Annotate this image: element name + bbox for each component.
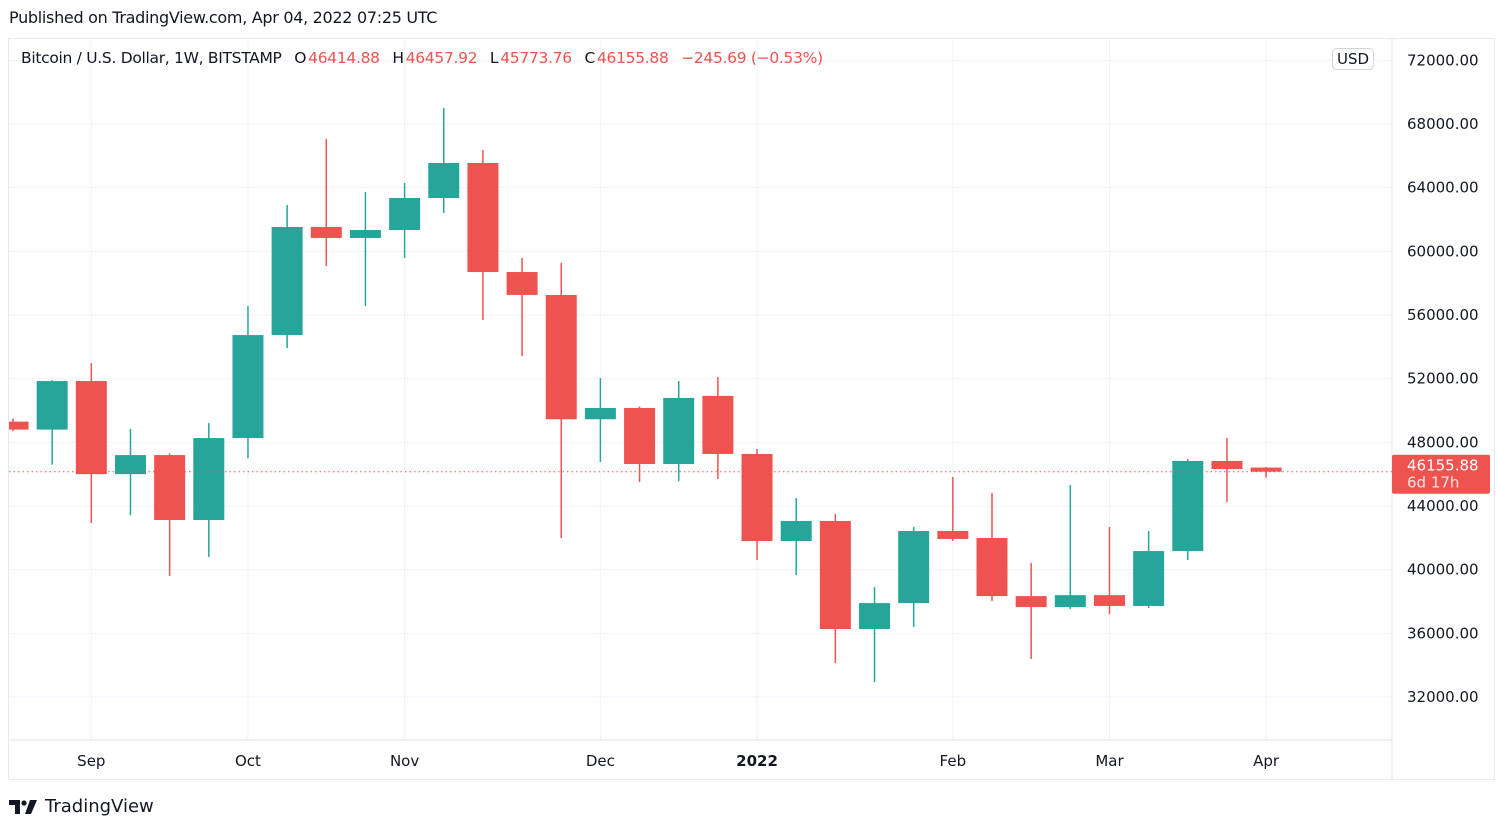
candle-body-up [1172,460,1204,552]
candle-body-down [741,453,773,542]
price-axis[interactable]: 72000.00 68000.00 64000.00 60000.00 56000.00… [1407,51,1479,706]
published-caption: Published on TradingView.com, Apr 04, 20… [9,8,438,27]
price-tick-label: 40000.00 [1407,561,1479,579]
grid-lines [9,38,1392,740]
candle-body-down [506,272,538,295]
tradingview-logo-icon [9,799,37,814]
change-value: −245.69 (−0.53%) [681,49,823,67]
candle-body-up [1133,551,1165,606]
time-tick-label: Dec [586,752,615,770]
time-tick-label: Apr [1253,752,1280,770]
time-tick-label: Sep [77,752,105,770]
candle-body-up [898,530,930,604]
candle-body-up [349,230,381,238]
close-value: 46155.88 [596,49,669,67]
candle-body-down [154,455,186,521]
candle-body-up [232,335,264,439]
high-value: 46457.92 [405,49,478,67]
candle-body-down [702,395,734,454]
price-tick-label: 72000.00 [1407,51,1479,69]
candle-body-down [1211,460,1243,470]
candle-body-down [937,530,969,539]
close-label: C [584,49,595,67]
time-tick-label: Nov [390,752,419,770]
candle-body-up [1054,595,1086,608]
time-tick-label: Mar [1095,752,1124,770]
candle-body-up [271,226,303,336]
price-tick-label: 56000.00 [1407,306,1479,324]
currency-button[interactable]: USD [1332,48,1375,70]
candle-body-down [467,162,499,273]
candle-body-down [1250,467,1282,472]
candle-body-up [859,603,891,630]
candle-body-down [1093,595,1125,606]
chart-frame [8,38,1495,780]
candle-body-up [389,198,421,231]
price-tick-label: 32000.00 [1407,688,1479,706]
candle-body-down [1015,596,1047,608]
last-price-badge [1392,454,1490,494]
price-tick-label: 60000.00 [1407,242,1479,260]
price-tick-label: 36000.00 [1407,624,1479,642]
time-tick-label: Feb [940,752,967,770]
candle-body-up [584,407,616,420]
price-tick-label: 52000.00 [1407,370,1479,388]
ohlc-legend: Bitcoin / U.S. Dollar, 1W, BITSTAMP O 464… [21,49,825,67]
low-label: L [489,49,499,67]
candles [9,108,1282,683]
candle-body-down [545,294,577,420]
candle-body-down [819,520,851,630]
candle-body-down [976,538,1008,597]
time-axis[interactable]: Sep Oct Nov Dec 2022 Feb Mar Apr [77,752,1280,770]
candle-body-up [36,381,68,430]
high-label: H [392,49,404,67]
symbol-title: Bitcoin / U.S. Dollar, 1W, BITSTAMP [21,49,282,67]
open-label: O [294,49,307,67]
candle-body-up [114,455,146,475]
price-tick-label: 64000.00 [1407,179,1479,197]
price-tick-label: 48000.00 [1407,433,1479,451]
price-tick-label: 68000.00 [1407,115,1479,133]
candle-body-up [663,397,695,464]
time-tick-label: 2022 [736,752,778,770]
price-tick-label: 44000.00 [1407,497,1479,515]
candle-body-down [75,381,107,475]
bar-countdown-label: 6d 17h [1407,474,1459,492]
brand-name: TradingView [45,796,154,817]
tradingview-brand[interactable]: TradingView [9,796,154,817]
low-value: 45773.76 [500,49,572,67]
candle-body-down [624,407,656,464]
candle-body-down [310,226,342,238]
candle-body-up [428,162,460,199]
time-tick-label: Oct [235,752,261,770]
candle-body-up [193,438,225,521]
last-price-label: 46155.88 [1407,457,1479,475]
candle-body-up [780,520,812,542]
open-value: 46414.88 [308,49,380,67]
candle-body-down [9,421,29,430]
